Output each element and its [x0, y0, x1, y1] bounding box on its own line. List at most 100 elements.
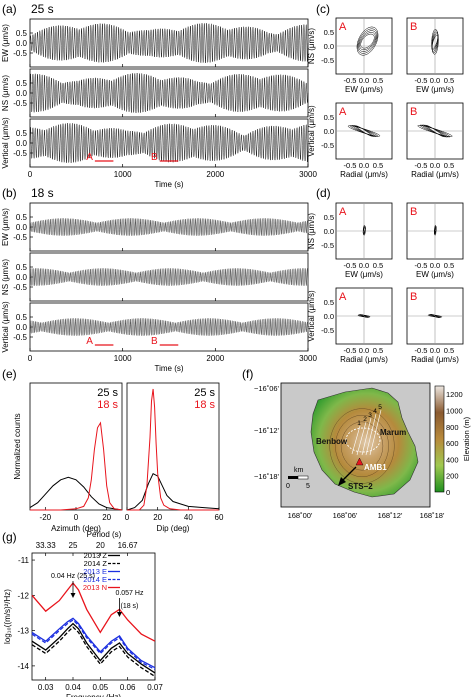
x-tick-label: 0.0 [430, 261, 440, 270]
x-axis-label: Radial (μm/s) [411, 170, 459, 179]
profile-line [361, 417, 372, 456]
panel-a-label: (a) [2, 2, 17, 16]
y-axis-label: Normalized counts [13, 413, 22, 479]
y-axis-label: NS (μm/s) [307, 213, 316, 249]
x-tick-label: 0.0 [359, 261, 369, 270]
particle-motion-trace [427, 314, 443, 318]
y-tick-label: -0.5 [13, 333, 27, 342]
x-tick-label: 20 [102, 513, 111, 522]
map-label-benbow: Benbow [316, 437, 348, 446]
histogram-curve [29, 476, 123, 511]
y-tick-label: -13 [17, 627, 29, 636]
spectrum-curve [31, 581, 156, 642]
colorbar-tick-label: 800 [446, 423, 459, 432]
annotation-text: (18 s) [121, 603, 139, 610]
subplot-label: B [410, 206, 417, 218]
y-tick-label: -0.5 [321, 241, 334, 250]
y-tick-label: -0.5 [13, 49, 27, 58]
subplot-label: A [339, 206, 347, 218]
waveform-trace [29, 123, 309, 163]
scalebar-tick: 0 [286, 483, 290, 490]
histogram-curve [127, 388, 219, 511]
x-tick-label: 40 [184, 513, 193, 522]
particle-motion-trace [357, 314, 371, 318]
y-tick-label: 0.0 [16, 323, 28, 332]
x-tick-label: 1000 [114, 354, 132, 363]
subplot-label: B [410, 291, 417, 303]
x-tick-label: 0.0 [430, 161, 440, 170]
y-tick-label: 0.5 [16, 263, 28, 272]
subplot-label: A [339, 106, 347, 118]
y-tick-label: 0.5 [16, 29, 28, 38]
panel-c-particle-motion: A-0.5 0.0 0.50.50.0-0.5EW (μm/s)NS (μm/s)B… [307, 17, 464, 179]
x-axis-label: EW (μm/s) [416, 85, 454, 94]
top-tick-label: 25 [69, 541, 78, 550]
y-tick-label: 0.5 [324, 213, 334, 222]
y-tick-label: 0.0 [16, 273, 28, 282]
histogram-curve [126, 473, 220, 511]
spectrum-curve [31, 617, 156, 669]
x-tick-label: -20 [40, 513, 52, 522]
y-tick-label: 0.0 [324, 312, 334, 321]
y-tick-label: 0.5 [324, 113, 334, 122]
y-tick-label: -0.5 [13, 283, 27, 292]
x-tick-label: -0.5 [344, 261, 357, 270]
x-tick-label: 0.5 [373, 76, 383, 85]
x-tick-label: 2000 [206, 354, 224, 363]
map-label-sts2: STS−2 [348, 482, 373, 491]
profile-line [365, 413, 377, 456]
scalebar-tick: 5 [306, 483, 310, 490]
x-axis-label: Radial (μm/s) [411, 355, 459, 364]
particle-motion-trace [434, 224, 437, 236]
colorbar-tick-label: 1000 [446, 406, 463, 415]
colorbar-tick-label: 0 [446, 488, 450, 497]
particle-motion-trace [362, 224, 366, 236]
x-tick-label: 168˚18' [420, 511, 445, 520]
top-tick-label: 20 [96, 541, 105, 550]
x-tick-label: 3000 [299, 354, 317, 363]
top-tick-label: 33.33 [36, 541, 57, 550]
annotation-text: 0.057 Hz [115, 590, 144, 597]
colorbar-tick-label: 600 [446, 439, 459, 448]
particle-motion-trace [357, 28, 378, 54]
x-tick-label: 0.5 [373, 261, 383, 270]
x-tick-label: 0.07 [147, 683, 163, 692]
y-tick-label: 0.0 [16, 89, 28, 98]
x-tick-label: 0.5 [444, 346, 454, 355]
waveform-trace [29, 23, 309, 63]
waveform-trace [29, 268, 309, 286]
panel-a-waveforms: 0.50.0-0.5EW (μm/s)0.50.0-0.5NS (μm/s)0.… [1, 18, 317, 189]
profile-label: 2 [363, 416, 367, 423]
x-tick-label: 168˚00' [288, 511, 313, 520]
x-tick-label: -0.5 [344, 346, 357, 355]
x-tick-label: 0.0 [430, 76, 440, 85]
x-tick-label: 0 [74, 513, 79, 522]
island-shape [310, 387, 419, 498]
x-tick-label: 2000 [206, 170, 224, 179]
top-axis-label: Period (s) [87, 530, 122, 539]
y-axis-label: log₁₀((m/s)²/Hz) [3, 589, 12, 644]
x-axis-label: Radial (μm/s) [340, 170, 388, 179]
y-tick-label: 0.0 [16, 39, 28, 48]
x-tick-label: 0.0 [430, 346, 440, 355]
x-tick-label: 0.04 [65, 683, 81, 692]
x-tick-label: 1000 [114, 170, 132, 179]
y-axis-label: Vertical (μm/s) [1, 301, 10, 353]
scalebar-black [288, 476, 298, 479]
arrow-head [338, 477, 346, 486]
histogram-curve [30, 421, 123, 511]
panel-b-period: 18 s [31, 186, 54, 200]
y-axis-label: NS (μm/s) [1, 75, 10, 111]
waveform-trace [29, 218, 309, 236]
y-tick-label: 0.5 [324, 298, 334, 307]
profile-line [356, 421, 367, 456]
particle-motion-trace [360, 33, 375, 49]
x-tick-label: -0.5 [415, 261, 428, 270]
y-tick-label: −16˚12' [254, 426, 280, 435]
colorbar-tick-label: 400 [446, 455, 459, 464]
y-tick-label: −16˚18' [254, 472, 280, 481]
particle-motion-trace [359, 32, 376, 51]
particle-motion-trace [358, 30, 377, 52]
profile-label: 1 [357, 420, 361, 427]
